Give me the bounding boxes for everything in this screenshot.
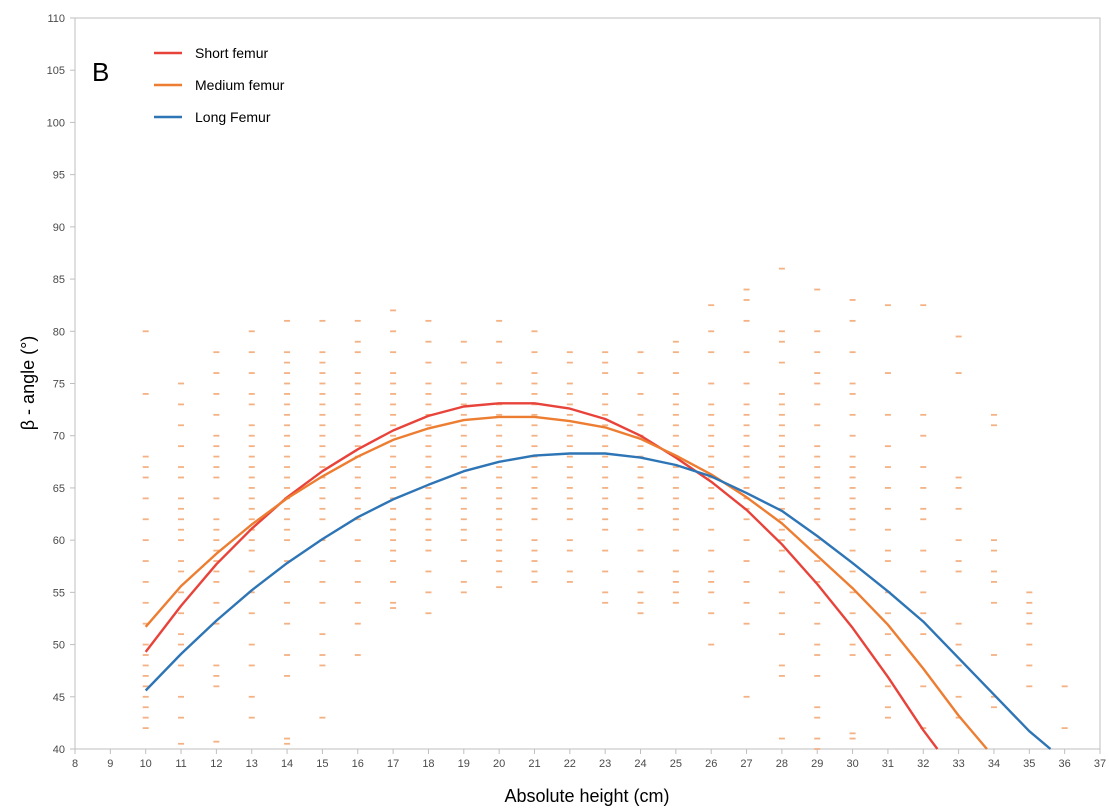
y-axis-title: β - angle (°) (18, 336, 38, 431)
x-tick-label: 26 (705, 758, 717, 770)
y-tick-label: 105 (47, 65, 65, 77)
x-tick-label: 14 (281, 758, 293, 770)
x-axis-title: Absolute height (cm) (504, 786, 669, 806)
x-tick-label: 16 (352, 758, 364, 770)
series-line-long-femur (144, 452, 1052, 750)
x-tick-label: 10 (140, 758, 152, 770)
x-tick-label: 17 (387, 758, 399, 770)
x-tick-label: 19 (458, 758, 470, 770)
x-tick-label: 33 (952, 758, 964, 770)
x-tick-label: 8 (72, 758, 78, 770)
x-tick-label: 9 (107, 758, 113, 770)
x-tick-label: 18 (422, 758, 434, 770)
x-tick-label: 28 (776, 758, 788, 770)
y-tick-label: 60 (53, 535, 65, 547)
x-tick-label: 15 (316, 758, 328, 770)
y-tick-label: 100 (47, 117, 65, 129)
y-tick-label: 95 (53, 170, 65, 182)
y-tick-label: 90 (53, 222, 65, 234)
x-tick-label: 32 (917, 758, 929, 770)
y-tick-label: 75 (53, 379, 65, 391)
x-tick-label: 25 (670, 758, 682, 770)
x-tick-label: 34 (988, 758, 1000, 770)
x-tick-label: 31 (882, 758, 894, 770)
x-tick-label: 30 (846, 758, 858, 770)
y-tick-label: 85 (53, 274, 65, 286)
regression-curves (144, 402, 1052, 750)
y-tick-label: 70 (53, 431, 65, 443)
x-tick-label: 37 (1094, 758, 1106, 770)
series-line-medium-femur (144, 415, 988, 750)
x-tick-label: 22 (564, 758, 576, 770)
y-tick-label: 45 (53, 692, 65, 704)
y-tick-label: 110 (47, 13, 65, 25)
x-tick-label: 36 (1059, 758, 1071, 770)
legend-label: Long Femur (195, 109, 271, 125)
plot-frame (74, 17, 1101, 750)
x-tick-label: 23 (599, 758, 611, 770)
y-tick-label: 55 (53, 587, 65, 599)
x-tick-label: 20 (493, 758, 505, 770)
x-tick-label: 24 (634, 758, 646, 770)
x-tick-label: 27 (740, 758, 752, 770)
x-tick-label: 35 (1023, 758, 1035, 770)
legend-label: Medium femur (195, 77, 285, 93)
x-tick-label: 21 (528, 758, 540, 770)
legend-label: Short femur (195, 45, 268, 61)
y-tick-label: 80 (53, 326, 65, 338)
x-tick-label: 12 (210, 758, 222, 770)
panel-label: B (92, 57, 109, 87)
x-tick-label: 11 (175, 758, 186, 770)
x-tick-label: 29 (811, 758, 823, 770)
y-tick-label: 40 (53, 744, 65, 756)
x-tick-label: 13 (246, 758, 258, 770)
y-tick-label: 50 (53, 640, 65, 652)
x-axis-ticks: 8 9 10 11 12 13 14 15 16 17 18 19 20 21 22 23 24 25 26 27 28… (72, 749, 1106, 770)
legend: Short femur Medium femur Long Femur (154, 45, 285, 125)
y-tick-label: 65 (53, 483, 65, 495)
y-axis-ticks: 40 45 50 55 60 65 70 75 80 85 90 95 100 105 110 (47, 13, 75, 756)
